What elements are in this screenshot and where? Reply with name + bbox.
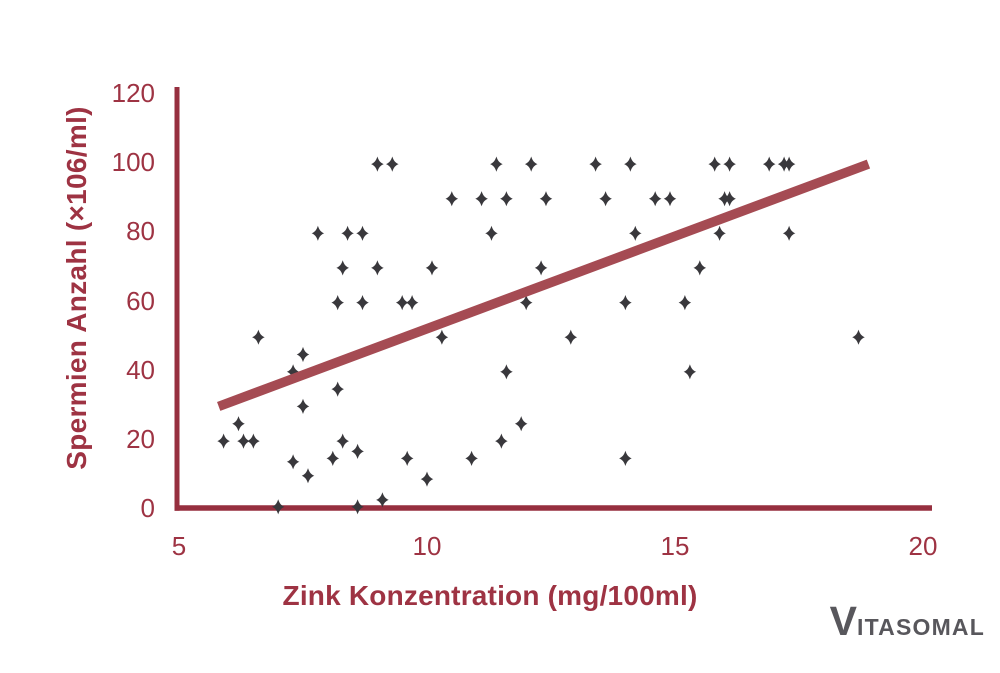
data-point (519, 295, 533, 311)
data-point (678, 295, 692, 311)
data-point (232, 416, 245, 432)
data-point (336, 260, 349, 276)
trend-line (217, 159, 871, 411)
data-point (296, 398, 310, 414)
data-point (663, 191, 677, 207)
data-point (683, 364, 697, 380)
data-point (286, 454, 300, 470)
data-point (356, 225, 369, 241)
data-point (331, 295, 344, 311)
data-point (371, 156, 384, 172)
data-point (599, 191, 612, 207)
data-point (564, 329, 578, 345)
data-point (420, 471, 434, 487)
data-point (713, 225, 726, 241)
data-point (693, 260, 707, 276)
data-point (782, 156, 796, 172)
data-point (286, 364, 300, 380)
data-point (301, 468, 315, 484)
brand-logo: V ITASOMAL (830, 601, 985, 642)
data-point (351, 499, 364, 515)
data-point (247, 433, 260, 449)
data-point (237, 433, 250, 449)
x-axis-title: Zink Konzentration (mg/100ml) (282, 580, 698, 611)
y-axis-title: Spermien Anzahl (×106/ml) (61, 106, 92, 470)
y-tick-label: 100 (111, 147, 155, 178)
data-point (500, 364, 513, 380)
data-point (331, 381, 344, 397)
data-point (619, 450, 632, 466)
data-point (400, 450, 414, 466)
data-point (475, 191, 488, 207)
data-point (485, 225, 498, 241)
x-tick-label: 20 (908, 531, 938, 561)
data-point (629, 225, 642, 241)
data-point (356, 295, 369, 311)
data-point (252, 329, 265, 345)
brand-logo-rest: ITASOMAL (857, 614, 985, 640)
data-point (217, 433, 230, 449)
data-point (435, 329, 449, 345)
data-point (723, 156, 736, 172)
y-tick-label: 0 (140, 493, 155, 524)
data-point (405, 295, 419, 311)
x-tick-label: 5 (171, 531, 187, 561)
data-point (351, 443, 364, 459)
data-point (782, 225, 796, 241)
data-point (648, 191, 662, 207)
data-point (296, 346, 310, 363)
y-tick-label: 80 (126, 216, 155, 247)
data-point (341, 225, 354, 241)
data-point (534, 260, 548, 276)
data-point (624, 156, 637, 172)
data-point (708, 156, 721, 172)
data-point (619, 295, 632, 311)
data-point (336, 433, 349, 449)
data-point (495, 433, 508, 449)
data-point (326, 450, 340, 466)
data-point (425, 260, 439, 276)
data-point (500, 191, 513, 207)
data-point (490, 156, 503, 172)
data-point (465, 450, 478, 466)
x-tick-label: 10 (412, 531, 442, 561)
data-point (311, 225, 325, 241)
data-point (514, 416, 528, 432)
y-tick-label: 40 (126, 354, 155, 385)
data-point (852, 329, 865, 345)
data-point (395, 295, 409, 311)
data-point (539, 191, 553, 207)
data-point (386, 156, 399, 172)
data-point (445, 191, 459, 207)
data-point (524, 156, 538, 172)
data-point (376, 492, 389, 508)
data-point (271, 499, 285, 515)
y-tick-label: 120 (111, 77, 155, 108)
data-point (589, 156, 602, 172)
brand-logo-initial: V (829, 598, 857, 644)
data-point (762, 156, 776, 172)
x-tick-label: 15 (660, 531, 690, 561)
data-point (371, 260, 384, 276)
y-tick-label: 60 (126, 285, 155, 316)
data-point (723, 191, 736, 207)
y-tick-label: 20 (126, 424, 155, 455)
